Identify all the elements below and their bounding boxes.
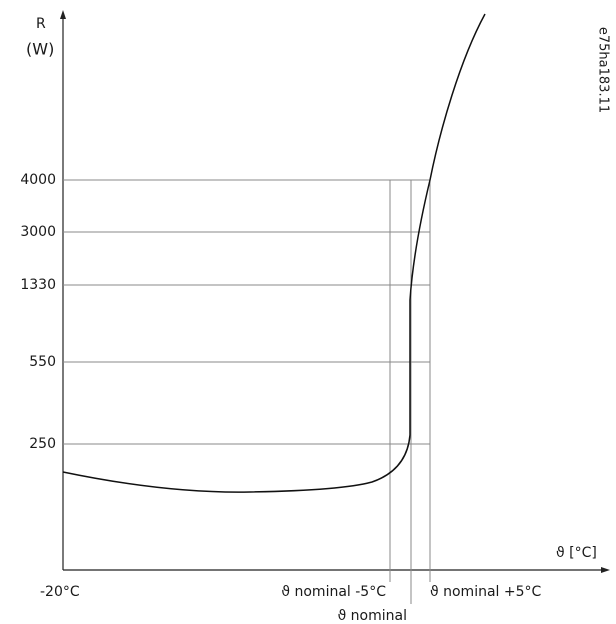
curve [62,13,486,493]
x-arrow [601,567,610,573]
y-tick-label: 3000 [20,224,56,240]
y-tick-label: 4000 [20,172,56,188]
x-label-left: -20°C [40,584,80,600]
y-unit: (W) [26,40,54,59]
y-arrow [60,10,66,19]
x-label: ϑ [°C] [556,545,597,561]
y-tick-label: 250 [29,436,56,452]
x-label-nominal: ϑ nominal [338,608,407,624]
x-label-plus: ϑ nominal +5°C [430,584,542,600]
figure-id: e75ha183.11 [596,27,611,113]
x-label-minus: ϑ nominal -5°C [281,584,386,600]
y-label: R [36,16,46,32]
y-tick-label: 1330 [20,277,56,293]
y-tick-label: 550 [29,354,56,370]
